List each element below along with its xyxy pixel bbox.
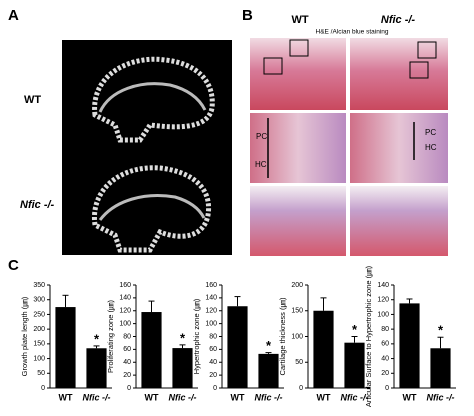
x-tick-label: Nfic -/- xyxy=(341,392,369,402)
column-label: WT xyxy=(291,14,308,26)
y-tick-label: 40 xyxy=(123,359,131,366)
zone-label: PC xyxy=(425,128,436,137)
histology-image xyxy=(250,186,346,256)
y-tick-label: 160 xyxy=(119,282,131,289)
bar xyxy=(227,306,248,388)
y-tick-label: 0 xyxy=(41,385,45,392)
histology-image xyxy=(350,38,448,110)
y-tick-label: 100 xyxy=(33,355,45,362)
y-tick-label: 80 xyxy=(209,333,217,340)
y-tick-label: 40 xyxy=(381,355,389,362)
bar xyxy=(86,348,107,388)
significance-mark: * xyxy=(438,323,444,338)
x-tick-label: Nfic -/- xyxy=(169,392,197,402)
y-tick-label: 150 xyxy=(291,308,303,315)
y-tick-label: 140 xyxy=(119,295,131,302)
row-label: WT xyxy=(24,94,41,106)
bar xyxy=(399,303,420,388)
y-tick-label: 120 xyxy=(377,297,389,304)
histology-image xyxy=(350,113,448,183)
y-tick-label: 0 xyxy=(299,385,303,392)
micro-ct-image xyxy=(62,40,232,255)
x-tick-label: Nfic -/- xyxy=(83,392,111,402)
panel-label: A xyxy=(8,7,19,24)
y-tick-label: 200 xyxy=(33,326,45,333)
bar xyxy=(55,307,76,388)
x-tick-label: WT xyxy=(145,392,159,402)
y-axis-label: Proliferating zone (㎛) xyxy=(106,300,116,373)
y-tick-label: 80 xyxy=(123,333,131,340)
y-tick-label: 50 xyxy=(37,370,45,377)
x-tick-label: WT xyxy=(317,392,331,402)
histology-image xyxy=(350,186,448,256)
bar xyxy=(313,310,334,388)
x-tick-label: WT xyxy=(231,392,245,402)
bar xyxy=(430,348,451,388)
row-label: Nfic -/- xyxy=(20,199,55,211)
zone-label: HC xyxy=(255,160,267,169)
y-tick-label: 140 xyxy=(377,282,389,289)
bar xyxy=(258,353,279,388)
y-tick-label: 250 xyxy=(33,311,45,318)
significance-mark: * xyxy=(180,330,186,345)
y-tick-label: 0 xyxy=(213,385,217,392)
stain-label: H&E /Alcian blue staining xyxy=(316,29,389,36)
y-tick-label: 100 xyxy=(291,333,303,340)
significance-mark: * xyxy=(266,338,272,353)
zone-label: HC xyxy=(425,143,437,152)
y-tick-label: 20 xyxy=(123,372,131,379)
y-tick-label: 350 xyxy=(33,282,45,289)
growth-plate xyxy=(98,194,206,221)
y-tick-label: 100 xyxy=(119,320,131,327)
inset-box xyxy=(409,61,429,79)
inset-box xyxy=(289,39,309,57)
bar xyxy=(344,342,365,388)
y-tick-label: 40 xyxy=(209,359,217,366)
y-tick-label: 200 xyxy=(291,282,303,289)
zone-label: PC xyxy=(256,132,267,141)
x-tick-label: WT xyxy=(403,392,417,402)
panel-label: B xyxy=(242,7,253,24)
x-tick-label: Nfic -/- xyxy=(255,392,283,402)
x-tick-label: WT xyxy=(59,392,73,402)
y-tick-label: 100 xyxy=(377,311,389,318)
y-axis-label: Articular Surface to Hypertrophic zone (… xyxy=(364,265,374,407)
y-tick-label: 120 xyxy=(205,308,217,315)
bar xyxy=(141,312,162,388)
significance-mark: * xyxy=(352,322,358,337)
y-tick-label: 60 xyxy=(209,346,217,353)
bar xyxy=(172,348,193,388)
inset-box xyxy=(263,57,283,75)
bone-outline xyxy=(92,56,215,143)
y-tick-label: 120 xyxy=(119,308,131,315)
y-tick-label: 0 xyxy=(127,385,131,392)
y-tick-label: 20 xyxy=(381,370,389,377)
y-tick-label: 60 xyxy=(381,341,389,348)
y-tick-label: 140 xyxy=(205,295,217,302)
y-axis-label: Hypertrophic zone (㎛) xyxy=(192,298,202,374)
y-tick-label: 150 xyxy=(33,341,45,348)
significance-mark: * xyxy=(94,331,100,346)
y-tick-label: 300 xyxy=(33,297,45,304)
y-tick-label: 160 xyxy=(205,282,217,289)
y-tick-label: 60 xyxy=(123,346,131,353)
inset-box xyxy=(417,41,437,59)
histology-image xyxy=(250,113,346,183)
y-tick-label: 0 xyxy=(385,385,389,392)
y-tick-label: 100 xyxy=(205,320,217,327)
y-axis-label: Cartilage thickness (㎛) xyxy=(278,297,288,375)
column-label: Nfic -/- xyxy=(381,14,416,26)
x-tick-label: Nfic -/- xyxy=(427,392,455,402)
y-tick-label: 20 xyxy=(209,372,217,379)
growth-plate xyxy=(98,82,207,113)
y-tick-label: 80 xyxy=(381,326,389,333)
panel-label: C xyxy=(8,257,19,274)
y-axis-label: Growth plate length (㎛) xyxy=(20,296,30,376)
y-tick-label: 50 xyxy=(295,359,303,366)
